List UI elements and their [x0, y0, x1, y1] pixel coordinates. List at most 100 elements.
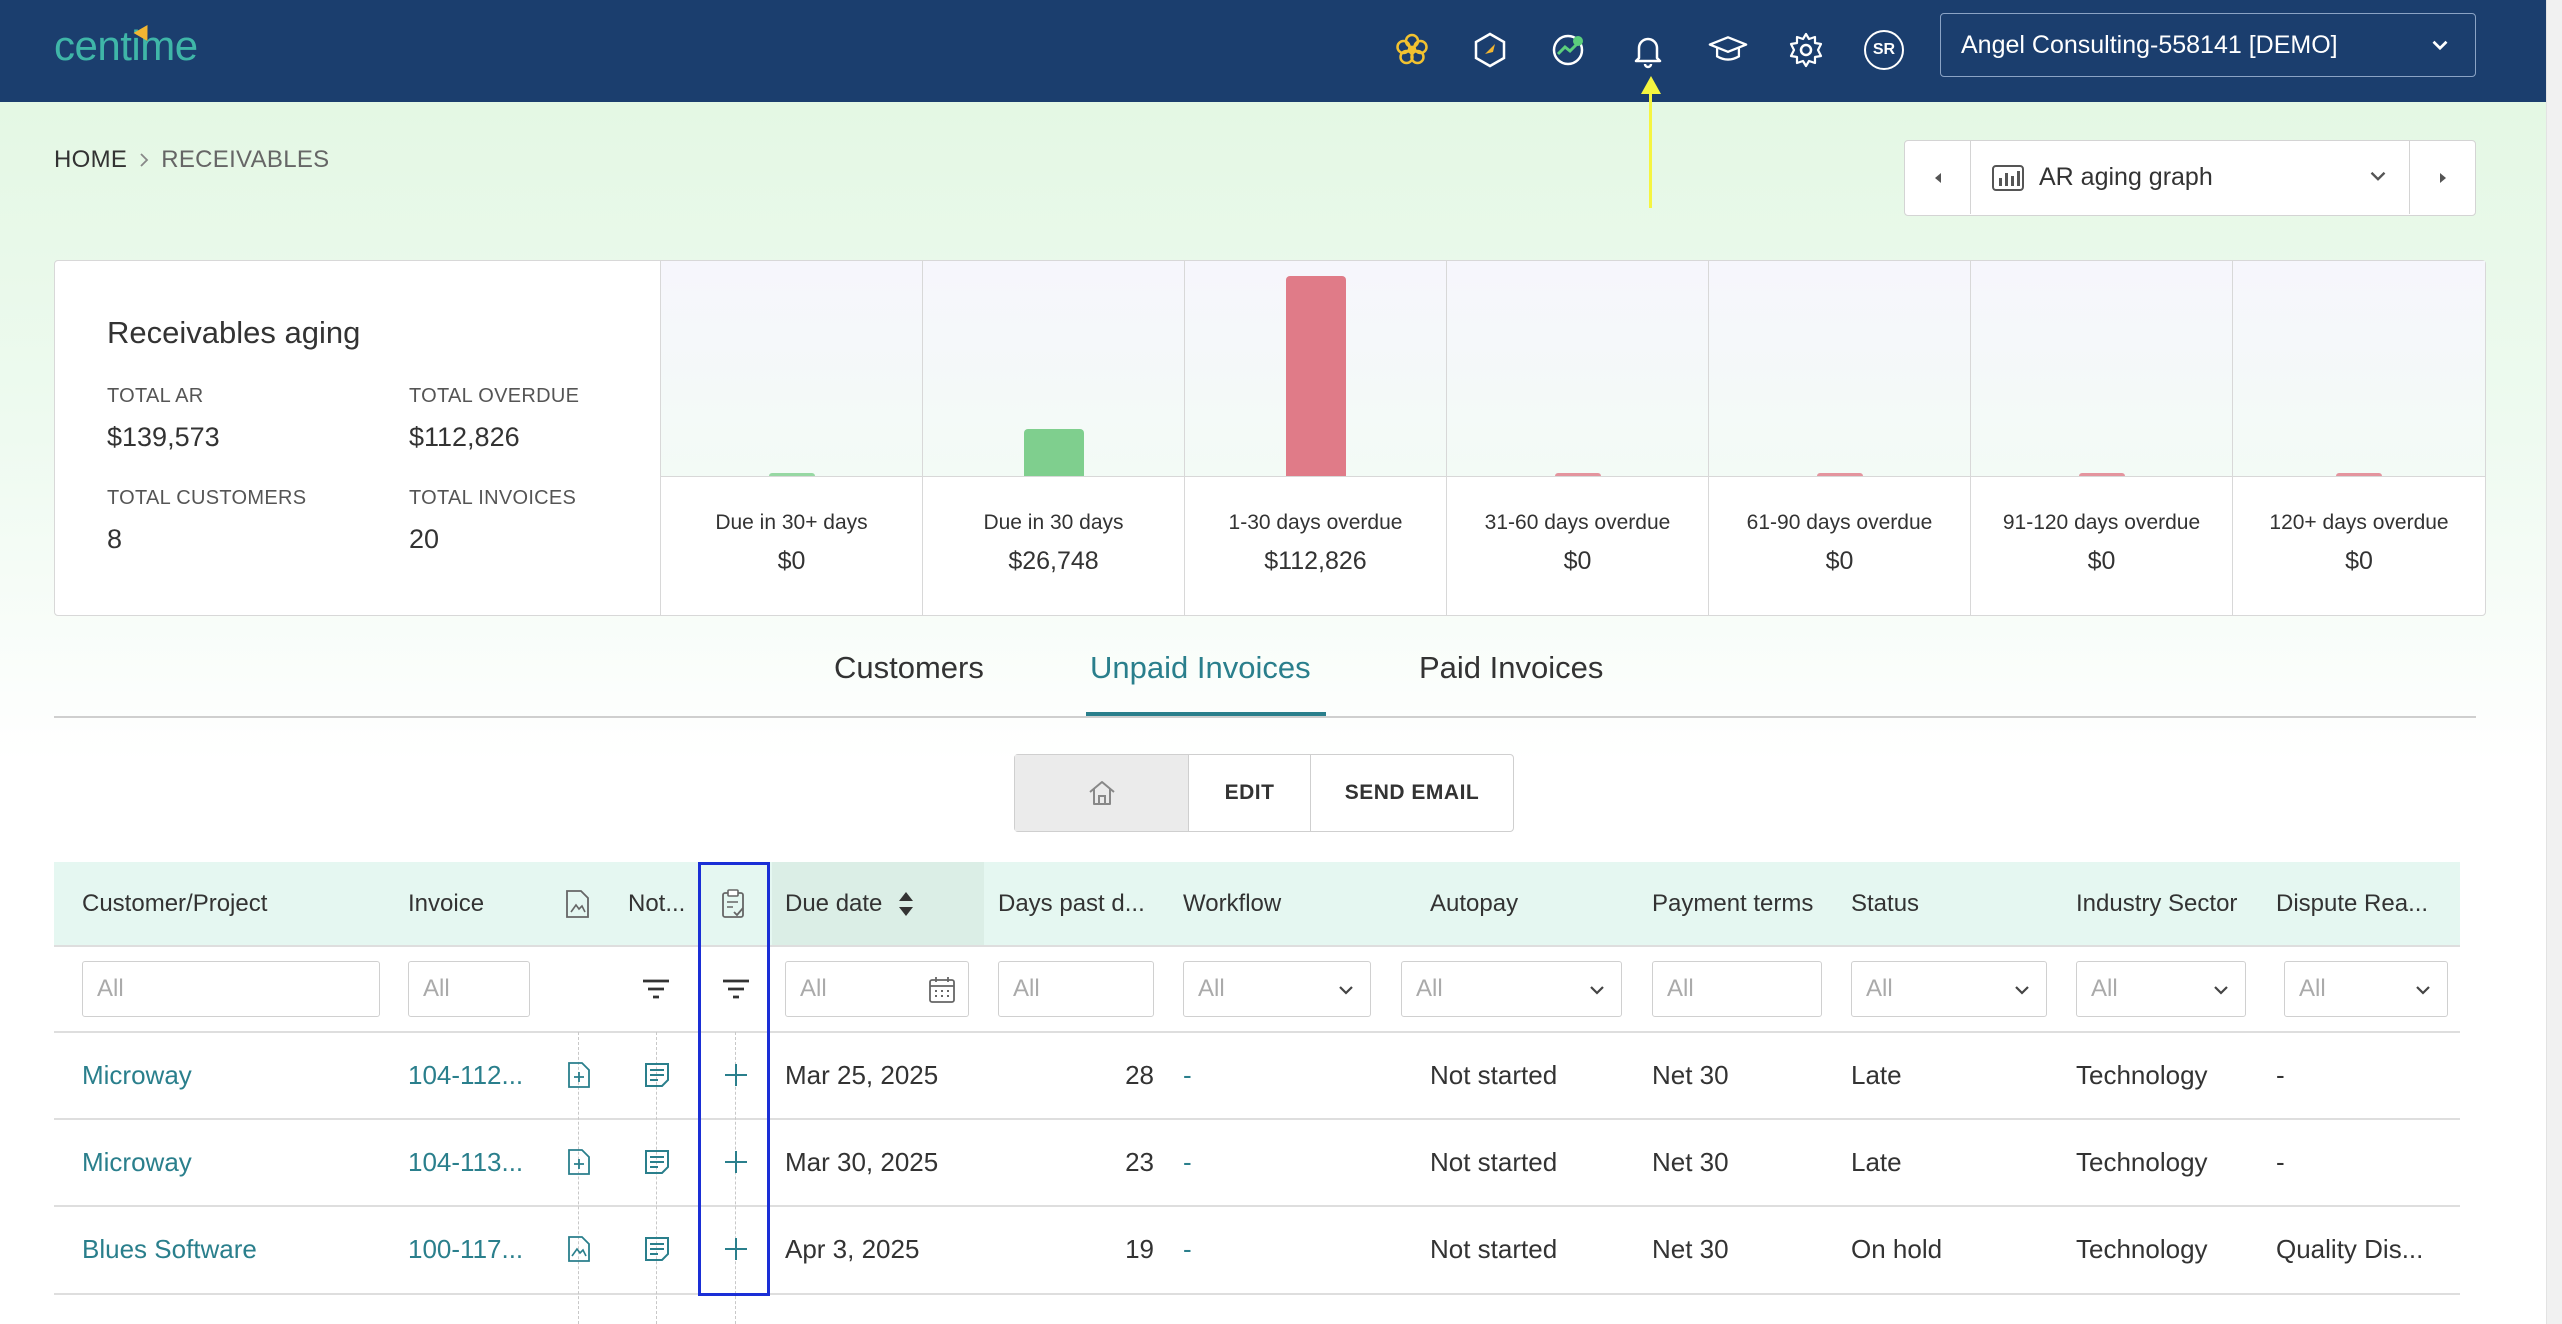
customer-link[interactable]: Microway — [82, 1146, 192, 1177]
chart-bar[interactable] — [1817, 473, 1863, 476]
aging-bucket[interactable]: 91-120 days overdue $0 — [1971, 261, 2233, 615]
add-attachment-icon[interactable] — [559, 1055, 599, 1095]
customer-filter-input[interactable]: All — [82, 961, 380, 1017]
industry-cell: Technology — [2076, 1146, 2208, 1177]
add-task-icon[interactable] — [716, 1055, 756, 1095]
chart-bar[interactable] — [1555, 473, 1601, 476]
status-cell: Late — [1851, 1146, 1902, 1177]
tab-customers[interactable]: Customers — [834, 650, 984, 685]
chart-bar[interactable] — [1024, 428, 1084, 476]
breadcrumb-home[interactable]: HOME — [54, 146, 128, 173]
col-attachment-header[interactable] — [562, 862, 592, 946]
clipboard-check-icon — [722, 889, 744, 918]
tabs-divider — [54, 716, 2476, 718]
invoice-link[interactable]: 100-117... — [408, 1233, 524, 1264]
industry-filter-placeholder: All — [2091, 975, 2118, 1002]
payment-terms-cell: Net 30 — [1652, 1059, 1729, 1090]
industry-filter-select[interactable]: All — [2076, 961, 2246, 1017]
tab-paid-invoices[interactable]: Paid Invoices — [1419, 650, 1604, 685]
chart-bar[interactable] — [1286, 276, 1346, 476]
col-invoice[interactable]: Invoice — [408, 890, 485, 917]
avatar[interactable]: SR — [1858, 24, 1910, 76]
sort-icon[interactable] — [896, 889, 916, 919]
invoice-link[interactable]: 104-112... — [408, 1059, 524, 1090]
due-date-cell: Apr 3, 2025 — [785, 1233, 920, 1264]
centime-logo[interactable]: centime — [54, 22, 198, 69]
col-industry-sector[interactable]: Industry Sector — [2076, 890, 2238, 917]
cashflow-icon[interactable] — [1542, 24, 1594, 76]
workflow-cell[interactable]: - — [1183, 1233, 1192, 1264]
col-workflow[interactable]: Workflow — [1183, 890, 1282, 917]
days-past-cell: 28 — [1125, 1059, 1154, 1090]
col-task-header[interactable] — [718, 862, 748, 946]
workflow-filter-select[interactable]: All — [1183, 961, 1371, 1017]
calendar-icon[interactable] — [926, 974, 958, 1006]
bucket-chart-area — [1971, 261, 2232, 477]
col-payment-terms[interactable]: Payment terms — [1652, 890, 1814, 917]
gear-icon[interactable] — [1780, 24, 1832, 76]
view-next-button[interactable] — [2409, 141, 2475, 214]
workflow-cell[interactable]: - — [1183, 1059, 1192, 1090]
chart-bar[interactable] — [769, 473, 815, 476]
vertical-scrollbar[interactable] — [2546, 0, 2562, 1324]
note-icon[interactable] — [637, 1229, 677, 1269]
col-autopay[interactable]: Autopay — [1430, 890, 1519, 917]
payment-terms-filter-input[interactable]: All — [1652, 961, 1822, 1017]
image-attachment-icon[interactable] — [559, 1229, 599, 1269]
view-prev-button[interactable] — [1905, 141, 1971, 214]
add-task-icon[interactable] — [716, 1142, 756, 1182]
flower-icon[interactable] — [1386, 24, 1438, 76]
chevron-down-icon — [2214, 986, 2228, 995]
autopay-filter-select[interactable]: All — [1401, 961, 1622, 1017]
tab-unpaid-invoices[interactable]: Unpaid Invoices — [1090, 650, 1311, 685]
col-days-past-due[interactable]: Days past d... — [998, 890, 1145, 917]
view-dropdown[interactable]: AR aging graph — [1971, 141, 2409, 214]
home-view-button[interactable] — [1015, 755, 1189, 831]
company-select[interactable]: Angel Consulting-558141 [DEMO] — [1940, 13, 2476, 77]
note-icon[interactable] — [637, 1142, 677, 1182]
receivables-aging-card: Receivables aging TOTAL AR $139,573 TOTA… — [54, 260, 2486, 616]
chart-bar[interactable] — [2079, 473, 2125, 476]
bucket-label: 61-90 days overdue — [1746, 511, 1933, 534]
aging-bucket[interactable]: Due in 30 days $26,748 — [923, 261, 1185, 615]
aging-bucket[interactable]: 31-60 days overdue $0 — [1447, 261, 1709, 615]
aging-bucket[interactable]: Due in 30+ days $0 — [661, 261, 923, 615]
add-attachment-icon[interactable] — [559, 1142, 599, 1182]
bucket-value: $0 — [1563, 547, 1592, 575]
send-email-button[interactable]: SEND EMAIL — [1344, 781, 1480, 804]
status-cell: Late — [1851, 1059, 1902, 1090]
col-customer-project[interactable]: Customer/Project — [82, 890, 268, 917]
filter-icon[interactable] — [720, 976, 752, 1002]
col-dispute-reason[interactable]: Dispute Rea... — [2276, 890, 2429, 917]
total-customers-label: TOTAL CUSTOMERS — [107, 487, 307, 509]
dispute-filter-select[interactable]: All — [2284, 961, 2448, 1017]
due-date-filter-input[interactable]: All — [785, 961, 969, 1017]
bucket-label: 120+ days overdue — [2269, 511, 2449, 534]
view-label: AR aging graph — [2039, 163, 2213, 191]
add-task-icon[interactable] — [716, 1229, 756, 1269]
filter-icon[interactable] — [640, 976, 672, 1002]
bucket-chart-area — [1447, 261, 1708, 477]
customer-link[interactable]: Microway — [82, 1059, 192, 1090]
graduation-cap-icon[interactable] — [1702, 24, 1754, 76]
row-divider — [54, 1118, 2460, 1120]
invoice-link[interactable]: 104-113... — [408, 1146, 524, 1177]
bell-icon[interactable] — [1622, 24, 1674, 76]
note-icon[interactable] — [637, 1055, 677, 1095]
edit-button[interactable]: EDIT — [1189, 755, 1311, 831]
autopay-filter-placeholder: All — [1416, 975, 1443, 1002]
bucket-value: $0 — [2087, 547, 2116, 575]
col-notes[interactable]: Not... — [628, 890, 686, 917]
aging-bucket[interactable]: 1-30 days overdue $112,826 — [1185, 261, 1447, 615]
chart-bar[interactable] — [2336, 473, 2382, 476]
invoice-filter-input[interactable]: All — [408, 961, 530, 1017]
aging-bucket[interactable]: 61-90 days overdue $0 — [1709, 261, 1971, 615]
workflow-cell[interactable]: - — [1183, 1146, 1192, 1177]
cube-icon[interactable] — [1464, 24, 1516, 76]
col-due-date[interactable]: Due date — [785, 862, 916, 946]
aging-bucket[interactable]: 120+ days overdue $0 — [2233, 261, 2485, 615]
status-filter-select[interactable]: All — [1851, 961, 2047, 1017]
col-status[interactable]: Status — [1851, 890, 1920, 917]
days-past-filter-input[interactable]: All — [998, 961, 1154, 1017]
customer-link[interactable]: Blues Software — [82, 1233, 257, 1264]
